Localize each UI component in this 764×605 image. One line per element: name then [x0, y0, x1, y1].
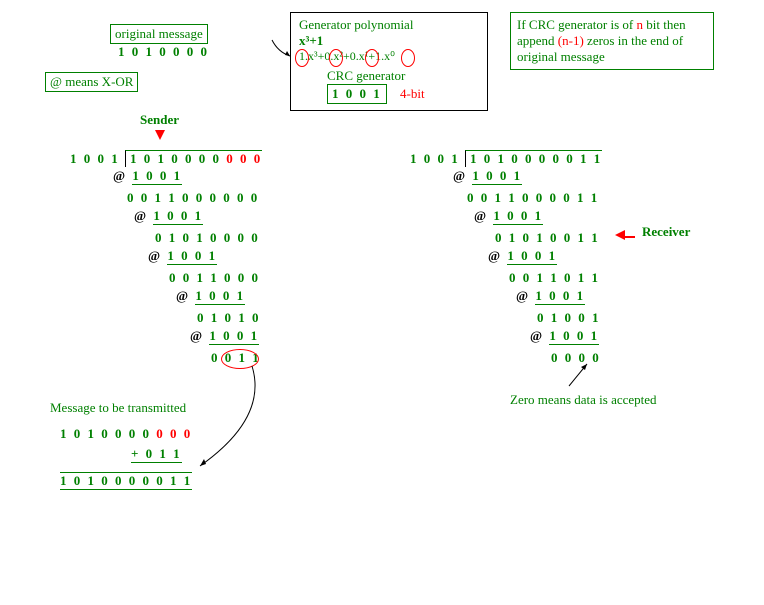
tx-add: + 0 1 1	[131, 446, 182, 463]
gen-poly: x³+1	[299, 33, 479, 49]
sender-step: @ 1 0 0 1	[113, 168, 182, 185]
receiver-rem: 0 1 0 0 1	[537, 310, 601, 326]
receiver-label: Receiver	[642, 224, 690, 240]
tx-label: Message to be transmitted	[50, 400, 186, 416]
receiver-step: @ 1 0 0 1	[453, 168, 522, 185]
generator-box: Generator polynomial x³+1 1.x³+0.x²+0.x¹…	[290, 12, 488, 111]
sender-rem: 0 0 1 1 0 0 0	[169, 270, 260, 286]
sender-dividend-pad: 0 0 0	[221, 151, 262, 166]
sender-arrow-icon	[155, 130, 165, 140]
receiver-divisor: 1 0 0 1	[410, 151, 460, 166]
receiver-step: @ 1 0 0 1	[474, 208, 543, 225]
crc-connector	[170, 358, 270, 478]
xor-legend: @ means X-OR	[45, 72, 138, 92]
original-message-bits: 1 0 1 0 0 0 0	[118, 44, 209, 60]
receiver-step: @ 1 0 0 1	[488, 248, 557, 265]
receiver-arrow-icon	[615, 228, 635, 244]
receiver-rem: 0 0 1 1 0 1 1	[509, 270, 600, 286]
crc-gen-bits: 1 0 0 1	[327, 84, 387, 104]
sender-dividend-msg: 1 0 1 0 0 0 0	[130, 151, 221, 166]
sender-rem: 0 1 0 1 0 0 0 0	[155, 230, 260, 246]
receiver-rem: 0 0 1 1 0 0 0 0 1 1	[467, 190, 599, 206]
sender-step: @ 1 0 0 1	[190, 328, 259, 345]
tx-pad: 0 0 0	[151, 426, 192, 441]
receiver-dividend: 1 0 1 0 0 0 0 0 1 1	[465, 150, 602, 167]
receiver-step: @ 1 0 0 1	[516, 288, 585, 305]
tx-final: 1 0 1 0 0 0 0 0 1 1	[60, 472, 192, 490]
accept-arrow	[565, 360, 595, 390]
accept-label: Zero means data is accepted	[510, 392, 660, 408]
sender-label: Sender	[140, 112, 179, 128]
gen-terms: 1.x³+0.x²+0.x¹+1.x⁰	[299, 49, 479, 64]
crc-gen-label: CRC generator	[327, 68, 479, 84]
crc-gen-note: 4-bit	[400, 86, 425, 101]
arrow-to-terms	[270, 38, 294, 62]
receiver-step: @ 1 0 0 1	[530, 328, 599, 345]
sender-divisor: 1 0 0 1	[70, 151, 120, 166]
tx-msg: 1 0 1 0 0 0 0	[60, 426, 151, 441]
receiver-division: 1 0 0 1 1 0 1 0 0 0 0 0 1 1	[410, 150, 602, 167]
receiver-rem: 0 1 0 1 0 0 1 1	[495, 230, 600, 246]
sender-step: @ 1 0 0 1	[134, 208, 203, 225]
sender-rem: 0 0 1 1 0 0 0 0 0 0	[127, 190, 259, 206]
sender-step: @ 1 0 0 1	[176, 288, 245, 305]
rule-box: If CRC generator is of n bit then append…	[510, 12, 714, 70]
gen-poly-label: Generator polynomial	[299, 17, 479, 33]
sender-rem: 0 1 0 1 0	[197, 310, 261, 326]
sender-division: 1 0 0 1 1 0 1 0 0 0 0 0 0 0	[70, 150, 262, 167]
sender-step: @ 1 0 0 1	[148, 248, 217, 265]
original-message-label: original message	[110, 24, 208, 44]
